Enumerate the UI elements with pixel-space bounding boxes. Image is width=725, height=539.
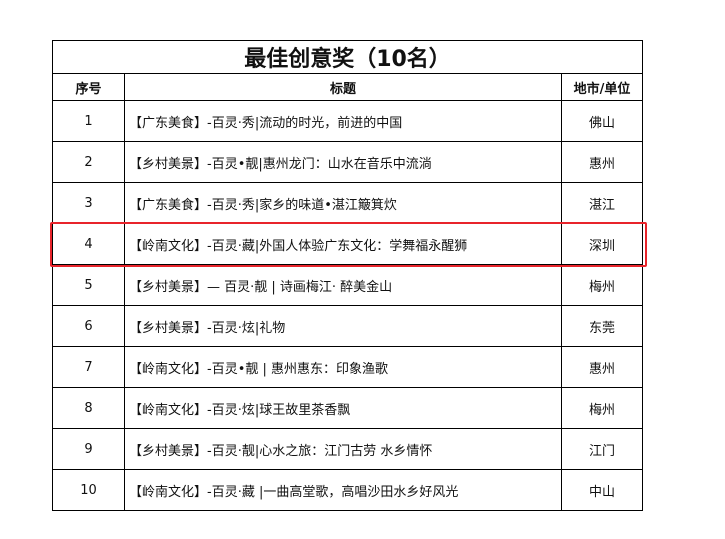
cell-title: 【广东美食】-百灵·秀|家乡的味道•湛江簸箕炊 xyxy=(124,182,562,224)
cell-city: 中山 xyxy=(560,469,644,511)
cell-city: 惠州 xyxy=(560,141,644,183)
header-city: 地市/单位 xyxy=(560,73,644,101)
cell-no: 2 xyxy=(52,141,125,183)
cell-city: 湛江 xyxy=(560,182,644,224)
header-title: 标题 xyxy=(124,73,562,101)
cell-title: 【岭南文化】-百灵·藏 |一曲高堂歌，高唱沙田水乡好风光 xyxy=(124,469,562,511)
cell-title: 【岭南文化】-百灵•靓 | 惠州惠东：印象渔歌 xyxy=(124,346,562,388)
cell-title: 【乡村美景】-百灵·靓|心水之旅：江门古劳 水乡情怀 xyxy=(124,428,562,470)
cell-no: 7 xyxy=(52,346,125,388)
cell-no: 4 xyxy=(52,223,125,265)
cell-no: 6 xyxy=(52,305,125,347)
table-row: 10 【岭南文化】-百灵·藏 |一曲高堂歌，高唱沙田水乡好风光 中山 xyxy=(52,469,644,511)
cell-no: 3 xyxy=(52,182,125,224)
cell-city: 梅州 xyxy=(560,264,644,306)
cell-no: 10 xyxy=(52,469,125,511)
table-row: 7 【岭南文化】-百灵•靓 | 惠州惠东：印象渔歌 惠州 xyxy=(52,346,644,388)
cell-title: 【广东美食】-百灵·秀|流动的时光，前进的中国 xyxy=(124,100,562,142)
cell-title: 【乡村美景】-百灵•靓|惠州龙门：山水在音乐中流淌 xyxy=(124,141,562,183)
header-no: 序号 xyxy=(52,73,125,101)
cell-title: 【乡村美景】-百灵·炫|礼物 xyxy=(124,305,562,347)
awards-table: 最佳创意奖（10名） 序号 标题 地市/单位 1 【广东美食】-百灵·秀|流动的时… xyxy=(51,40,644,511)
table-row: 6 【乡村美景】-百灵·炫|礼物 东莞 xyxy=(52,305,644,347)
cell-no: 8 xyxy=(52,387,125,429)
cell-title: 【岭南文化】-百灵·藏|外国人体验广东文化：学舞福永醒狮 xyxy=(124,223,562,265)
table-title: 最佳创意奖（10名） xyxy=(51,40,644,74)
table-row: 5 【乡村美景】— 百灵·靓 | 诗画梅江· 醉美金山 梅州 xyxy=(52,264,644,306)
cell-title: 【岭南文化】-百灵·炫|球王故里茶香飘 xyxy=(124,387,562,429)
table-row: 4 【岭南文化】-百灵·藏|外国人体验广东文化：学舞福永醒狮 深圳 xyxy=(52,223,644,265)
table-row: 9 【乡村美景】-百灵·靓|心水之旅：江门古劳 水乡情怀 江门 xyxy=(52,428,644,470)
cell-city: 深圳 xyxy=(560,223,644,265)
cell-no: 5 xyxy=(52,264,125,306)
cell-title: 【乡村美景】— 百灵·靓 | 诗画梅江· 醉美金山 xyxy=(124,264,562,306)
cell-no: 1 xyxy=(52,100,125,142)
cell-city: 江门 xyxy=(560,428,644,470)
cell-no: 9 xyxy=(52,428,125,470)
cell-city: 梅州 xyxy=(560,387,644,429)
table-row: 1 【广东美食】-百灵·秀|流动的时光，前进的中国 佛山 xyxy=(52,100,644,142)
cell-city: 佛山 xyxy=(560,100,644,142)
table-row: 3 【广东美食】-百灵·秀|家乡的味道•湛江簸箕炊 湛江 xyxy=(52,182,644,224)
cell-city: 惠州 xyxy=(560,346,644,388)
table-row: 8 【岭南文化】-百灵·炫|球王故里茶香飘 梅州 xyxy=(52,387,644,429)
table-row: 2 【乡村美景】-百灵•靓|惠州龙门：山水在音乐中流淌 惠州 xyxy=(52,141,644,183)
cell-city: 东莞 xyxy=(560,305,644,347)
